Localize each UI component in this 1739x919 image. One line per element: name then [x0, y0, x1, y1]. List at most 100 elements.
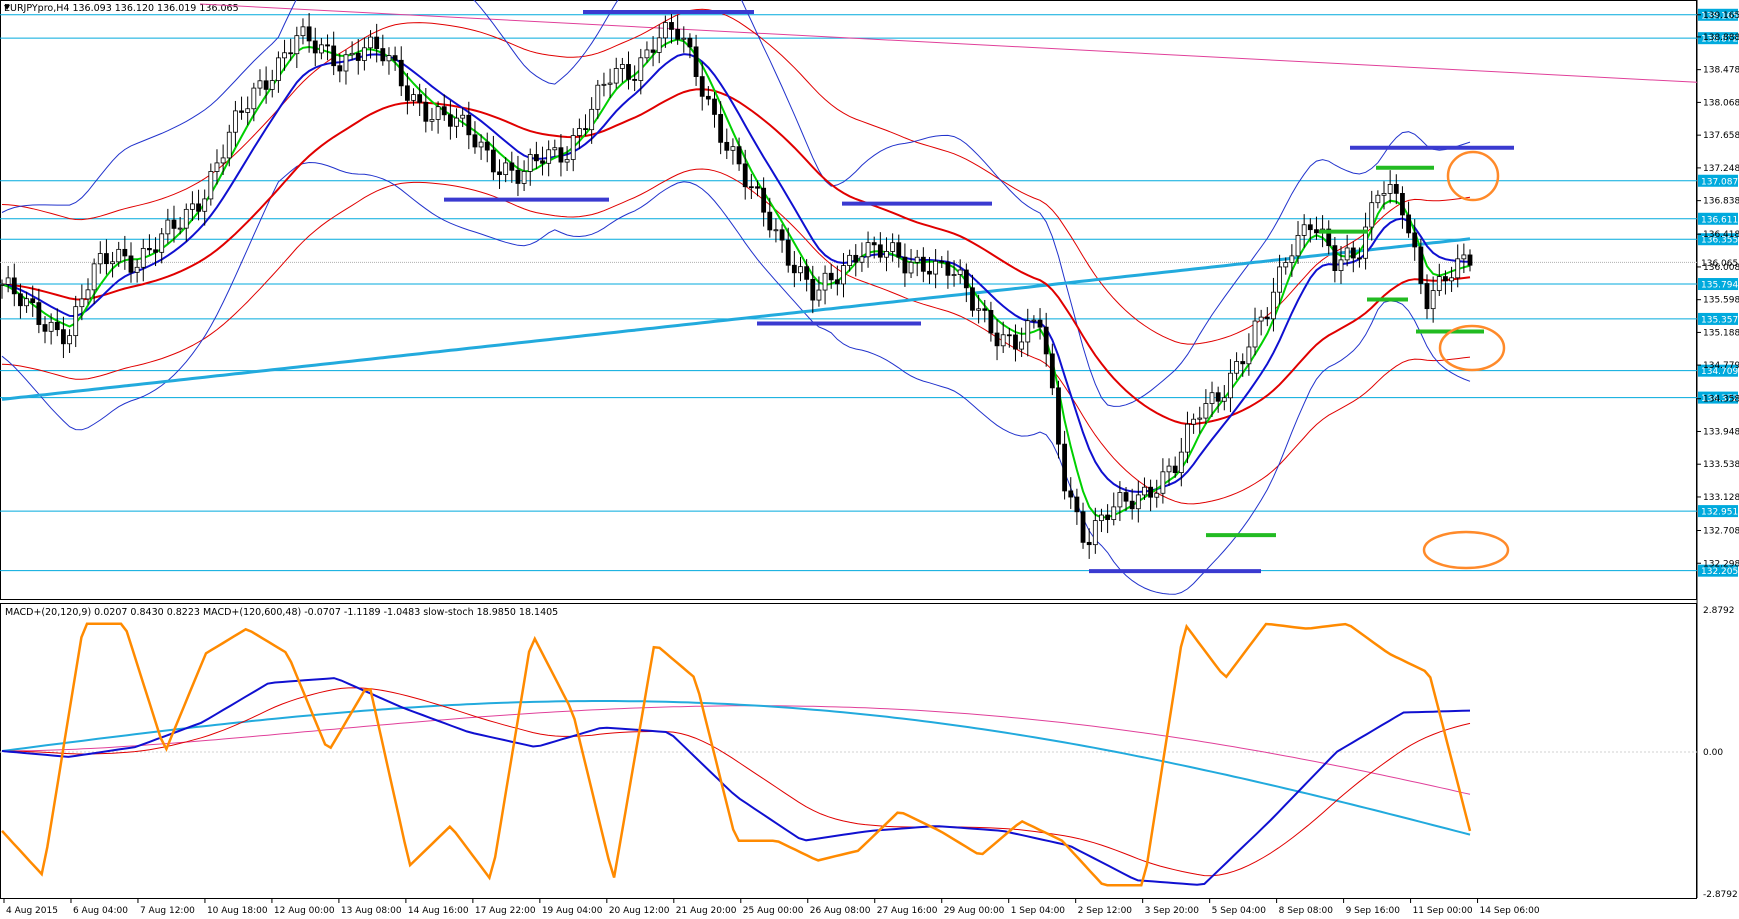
candle-body — [294, 35, 300, 55]
level-label: 138.872 — [1698, 32, 1738, 45]
candle-body — [1436, 276, 1442, 291]
candle — [1307, 218, 1313, 243]
level-label-text: 139.165 — [1701, 11, 1738, 21]
candle — [509, 151, 515, 183]
candle — [748, 173, 754, 200]
candle-body — [288, 52, 294, 55]
candle-body — [853, 254, 859, 263]
candle — [1271, 277, 1276, 332]
candle — [1381, 181, 1387, 210]
candle — [988, 301, 994, 342]
candle-body — [1166, 465, 1172, 473]
candle — [644, 41, 650, 63]
candle-body — [1178, 451, 1184, 474]
candle-body — [1019, 341, 1025, 350]
collapse-arrow-icon[interactable] — [4, 5, 10, 10]
candle-body — [865, 242, 871, 258]
candle — [1209, 381, 1215, 417]
time-tick-label: 17 Aug 22:00 — [475, 906, 536, 916]
candle — [1418, 238, 1424, 295]
candle — [30, 285, 36, 317]
candle — [558, 134, 564, 177]
candle — [0, 279, 5, 299]
candle-body — [368, 36, 373, 49]
candle-body — [190, 203, 195, 210]
candle-body — [460, 114, 466, 119]
level-label-text: 135.794 — [1701, 281, 1738, 291]
candle — [490, 135, 496, 181]
candle-body — [963, 269, 969, 289]
candle — [810, 265, 816, 314]
mid-ma-line — [1, 53, 1471, 493]
candle-body — [30, 298, 36, 303]
candle — [540, 146, 545, 176]
candle-body — [1049, 353, 1055, 389]
candle — [521, 160, 527, 192]
candle-body — [736, 146, 742, 165]
candle — [963, 263, 969, 303]
candle — [773, 218, 779, 243]
candle-body — [404, 85, 410, 101]
candle-body — [1099, 514, 1104, 522]
candle — [1221, 385, 1227, 411]
candle — [828, 263, 834, 289]
candle — [1400, 186, 1405, 229]
candle-body — [54, 321, 60, 331]
price-tick-label: 138.068 — [1703, 98, 1739, 108]
candle-body — [423, 101, 429, 122]
candle — [761, 177, 767, 227]
candle-body — [976, 308, 982, 311]
candle-body — [1357, 257, 1362, 260]
candle-body — [681, 37, 687, 40]
candle-body — [1467, 254, 1473, 266]
candle-body — [1307, 224, 1313, 231]
level-label-bg — [1698, 8, 1738, 21]
candle — [1086, 528, 1092, 559]
candle-body — [785, 239, 791, 266]
time-tick-label: 11 Sep 00:00 — [1413, 906, 1473, 916]
candle — [61, 316, 66, 359]
candle-body — [159, 233, 165, 253]
candle — [718, 101, 724, 155]
candle-body — [742, 163, 748, 188]
candle — [269, 69, 275, 98]
candle — [24, 291, 29, 313]
candle — [220, 144, 226, 175]
candle-body — [546, 149, 552, 164]
time-tick-label: 7 Aug 12:00 — [140, 906, 195, 916]
candle-body — [1381, 192, 1387, 196]
candle-body — [1172, 465, 1178, 474]
level-label: 132.951 — [1698, 505, 1738, 518]
candle — [1412, 219, 1418, 261]
candle — [472, 121, 478, 154]
candle-body — [890, 242, 896, 252]
candle — [1203, 389, 1209, 425]
candle — [312, 27, 318, 67]
candle — [1142, 477, 1147, 500]
candle-body — [147, 248, 152, 251]
candle-body — [263, 80, 269, 90]
candle — [460, 107, 466, 128]
candle-body — [233, 110, 238, 133]
candle — [85, 278, 91, 305]
candle-body — [1203, 403, 1209, 419]
time-tick-label: 19 Aug 04:00 — [542, 906, 603, 916]
candle-body — [1424, 283, 1430, 310]
time-tick-label: 26 Aug 08:00 — [810, 906, 871, 916]
candle-body — [331, 45, 337, 67]
candle-body — [1443, 276, 1448, 282]
candle-body — [11, 277, 17, 295]
candle-body — [767, 211, 773, 231]
candle — [355, 39, 361, 75]
candle-body — [472, 134, 478, 148]
candle-body — [122, 248, 128, 257]
candle-body — [1062, 443, 1068, 492]
candle — [656, 24, 662, 64]
highlight-circle — [1438, 324, 1506, 372]
time-tick-label: 13 Aug 08:00 — [341, 906, 402, 916]
candle-body — [1234, 361, 1239, 374]
indicator-header: MACD+(20,120,9) 0.0207 0.8430 0.8223 MAC… — [5, 607, 558, 618]
candle-body — [1006, 334, 1012, 337]
candle — [104, 239, 109, 275]
